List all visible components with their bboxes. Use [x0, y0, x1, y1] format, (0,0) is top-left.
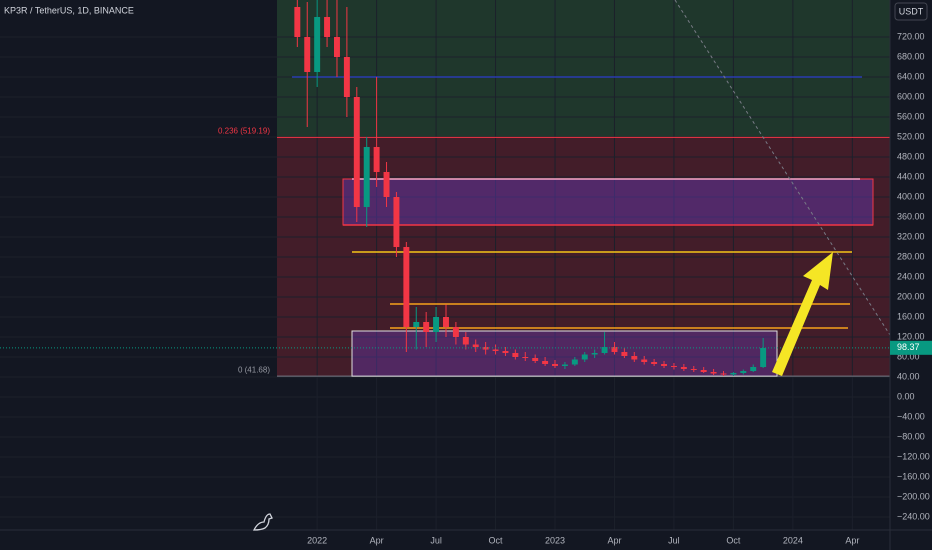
last-price-label: 98.37 [897, 342, 920, 352]
candle-body [443, 317, 449, 327]
candle-body [462, 337, 469, 345]
candle-body [393, 197, 400, 247]
y-tick-label: 520.00 [897, 131, 925, 141]
x-tick-label: 2022 [307, 535, 327, 545]
last-price-tag [890, 340, 932, 355]
candle-body [522, 357, 529, 358]
y-tick-label: 120.00 [897, 331, 925, 341]
logo [252, 513, 273, 531]
candle-body [353, 97, 360, 207]
candle-body [700, 370, 707, 372]
y-tick-label: 80.00 [897, 351, 920, 361]
background [277, 0, 890, 377]
y-tick-label: 600.00 [897, 91, 925, 101]
candle-body [373, 147, 380, 172]
candle-body [641, 359, 648, 362]
y-tick-label: 240.00 [897, 271, 925, 281]
y-tick-label: 480.00 [897, 151, 925, 161]
y-tick-label: 320.00 [897, 231, 925, 241]
y-tick-label: 0.00 [897, 391, 915, 401]
candle-body [611, 347, 618, 352]
x-tick-label: Jul [430, 535, 442, 545]
candle-body [324, 17, 331, 37]
y-tick-label: 400.00 [897, 191, 925, 201]
y-tick-label: −160.00 [897, 471, 930, 481]
candle-body [561, 364, 568, 366]
candle-body [661, 364, 668, 366]
candle-body [621, 352, 628, 356]
y-tick-label: 680.00 [897, 51, 925, 61]
fib-label: 0 (41.68) [238, 365, 270, 374]
candle-body [750, 367, 757, 371]
zone-upper [277, 0, 890, 138]
candle-body [730, 373, 737, 375]
candle-body [472, 344, 479, 347]
candle-body [423, 322, 430, 332]
currency-button[interactable] [894, 2, 928, 21]
currency-label[interactable]: USDT [899, 6, 924, 16]
candle-body [482, 347, 489, 350]
y-tick-label: 560.00 [897, 111, 925, 121]
candle-body [670, 366, 677, 367]
candle-body [363, 147, 370, 207]
candle-body [314, 17, 321, 72]
candle-body [631, 356, 638, 360]
y-tick-label: 280.00 [897, 251, 925, 261]
candle-body [760, 348, 767, 367]
candle-body [433, 317, 440, 332]
candle-body [512, 353, 519, 357]
x-tick-label: Apr [607, 535, 621, 545]
y-tick-label: −120.00 [897, 451, 930, 461]
candle-body [740, 371, 747, 373]
candle-body [343, 57, 350, 97]
candle-body [383, 172, 390, 197]
candle-body [552, 364, 558, 366]
y-tick-label: 640.00 [897, 71, 925, 81]
candle-body [542, 361, 549, 364]
candle-body [413, 322, 420, 327]
candle-body [601, 347, 608, 353]
x-tick-label: Apr [845, 535, 859, 545]
candle-body [403, 247, 410, 327]
candle-body [651, 362, 658, 364]
fib-label: 0.236 (519.19) [218, 127, 270, 136]
chart-title: KP3R / TetherUS, 1D, BINANCE [4, 5, 134, 15]
y-tick-label: −200.00 [897, 491, 930, 501]
candle-body [452, 327, 459, 337]
candle-body [710, 372, 717, 374]
candle-body [333, 37, 340, 57]
x-tick-label: Jul [668, 535, 680, 545]
x-tick-label: 2023 [545, 535, 565, 545]
y-tick-label: −40.00 [897, 411, 925, 421]
plot-area [0, 0, 890, 377]
candle-body [294, 7, 301, 37]
y-tick-label: 720.00 [897, 31, 925, 41]
y-tick-label: 40.00 [897, 371, 920, 381]
x-tick-label: 2024 [783, 535, 803, 545]
candle-body [304, 37, 311, 72]
trend-line [674, 0, 890, 336]
arrow [772, 252, 833, 376]
candle-body [680, 367, 687, 369]
candle-body [571, 359, 578, 365]
candle-body [591, 353, 598, 355]
x-tick-label: Oct [726, 535, 741, 545]
y-tick-label: 440.00 [897, 171, 925, 181]
candle-body [532, 358, 539, 361]
y-tick-label: 200.00 [897, 291, 925, 301]
candle-body [690, 369, 697, 370]
candle-body [492, 349, 499, 351]
x-tick-label: Apr [370, 535, 384, 545]
range-box [342, 178, 874, 226]
y-tick-label: −240.00 [897, 511, 930, 521]
candle-body [581, 354, 588, 360]
candle-body [720, 373, 727, 375]
y-tick-label: 160.00 [897, 311, 925, 321]
y-tick-label: 360.00 [897, 211, 925, 221]
candle-body [502, 351, 509, 353]
x-tick-label: Oct [489, 535, 504, 545]
y-tick-label: −80.00 [897, 431, 925, 441]
